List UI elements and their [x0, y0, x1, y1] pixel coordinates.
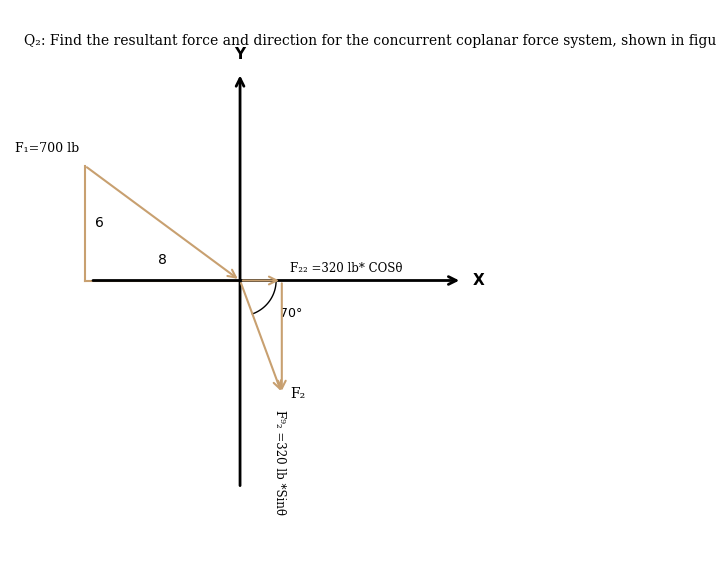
Text: X: X: [473, 273, 485, 288]
Text: F₂₂ =320 lb* COSθ: F₂₂ =320 lb* COSθ: [290, 262, 402, 275]
Text: 8: 8: [158, 253, 167, 267]
Text: 6: 6: [94, 216, 104, 230]
Text: 70°: 70°: [280, 307, 302, 320]
Text: F₂: F₂: [290, 387, 305, 401]
Text: F⁹₂ =320 lb *Sinθ: F⁹₂ =320 lb *Sinθ: [273, 410, 286, 515]
Text: F₁=700 lb: F₁=700 lb: [15, 142, 79, 155]
Text: Q₂: Find the resultant force and direction for the concurrent coplanar force sys: Q₂: Find the resultant force and directi…: [24, 34, 716, 48]
Text: Y: Y: [235, 47, 246, 62]
